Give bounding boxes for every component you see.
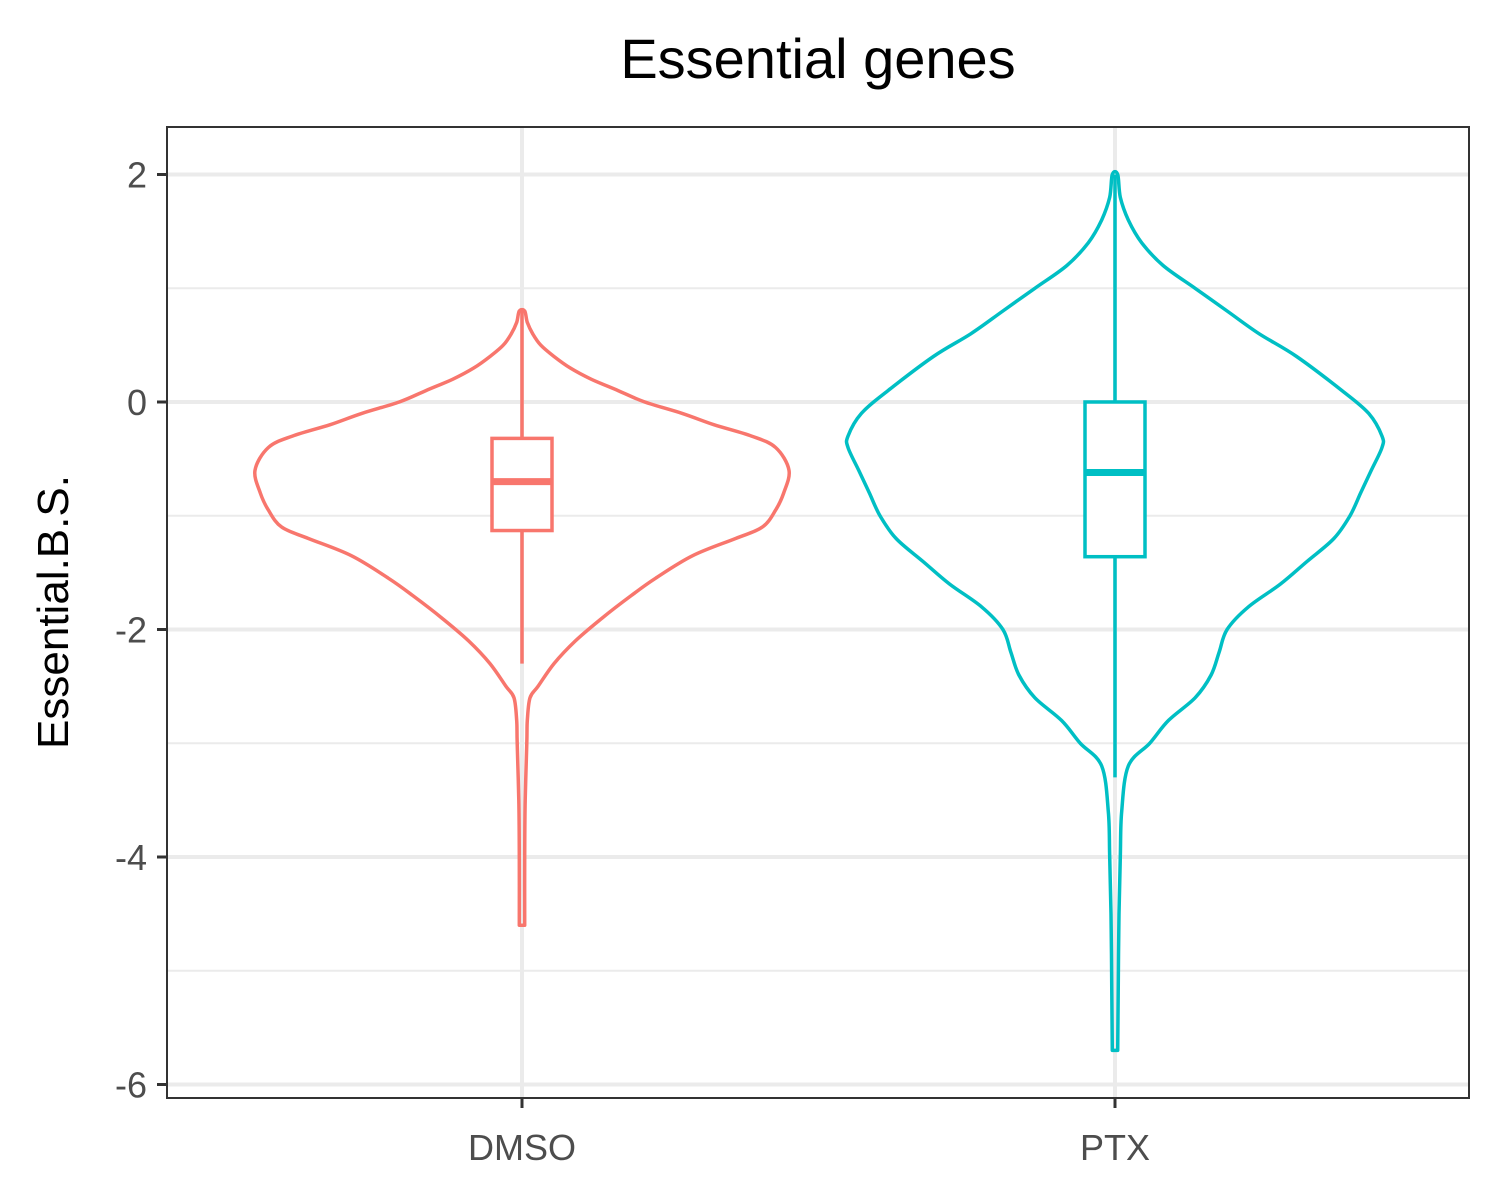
x-tick-label: DMSO [468,1127,576,1168]
x-axis-ticks: DMSO PTX [468,1098,1150,1168]
boxplots [490,174,1147,778]
y-axis-ticks: 2 0 -2 -4 -6 [115,155,167,1106]
y-tick-label: 0 [127,382,147,423]
y-axis-label: Essential.B.S. [29,475,78,749]
x-tick-label: PTX [1080,1127,1150,1168]
major-gridlines [167,127,1469,1098]
box-ptx [1083,400,1147,559]
violin-dmso [253,307,791,928]
chart-title: Essential genes [620,27,1015,90]
violins [253,169,1386,1053]
minor-gridlines [167,287,1469,972]
y-tick-label: -6 [115,1065,147,1106]
y-tick-label: -2 [115,610,147,651]
panel-border [166,126,1470,1099]
violin-ptx [844,169,1386,1053]
y-tick-label: 2 [127,155,147,196]
y-tick-label: -4 [115,837,147,878]
